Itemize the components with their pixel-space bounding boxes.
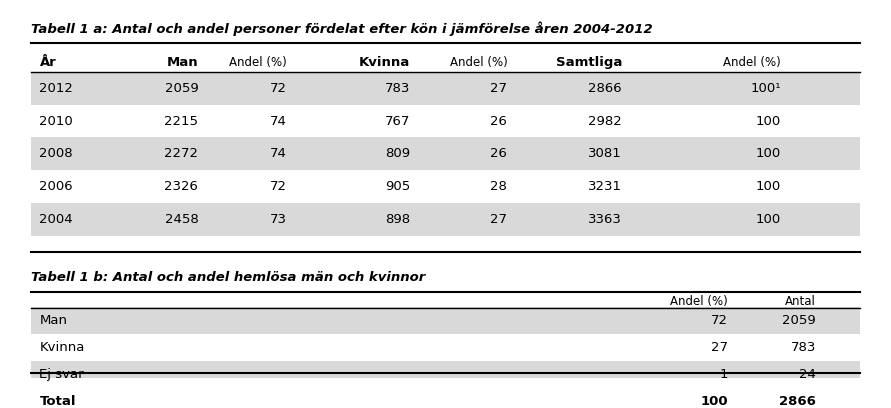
Text: 2059: 2059 xyxy=(165,82,199,95)
Text: 100: 100 xyxy=(756,180,781,193)
FancyBboxPatch shape xyxy=(30,388,861,408)
Text: 783: 783 xyxy=(791,341,816,354)
Text: 2458: 2458 xyxy=(165,213,199,226)
Text: Total: Total xyxy=(39,395,76,408)
Text: 2272: 2272 xyxy=(164,147,199,160)
Text: 2008: 2008 xyxy=(39,147,73,160)
Text: Kvinna: Kvinna xyxy=(359,55,410,69)
Text: Man: Man xyxy=(167,55,199,69)
Text: 2012: 2012 xyxy=(39,82,73,95)
Text: 2326: 2326 xyxy=(165,180,199,193)
Text: 905: 905 xyxy=(385,180,410,193)
FancyBboxPatch shape xyxy=(30,137,861,170)
Text: Samtliga: Samtliga xyxy=(556,55,622,69)
Text: Man: Man xyxy=(39,314,68,327)
Text: 2866: 2866 xyxy=(588,82,622,95)
Text: Andel (%): Andel (%) xyxy=(229,55,287,69)
FancyBboxPatch shape xyxy=(30,104,861,137)
Text: 100: 100 xyxy=(756,147,781,160)
FancyBboxPatch shape xyxy=(30,334,861,361)
Text: 74: 74 xyxy=(270,147,287,160)
Text: 2006: 2006 xyxy=(39,180,73,193)
Text: 2866: 2866 xyxy=(780,395,816,408)
Text: 100: 100 xyxy=(756,115,781,128)
FancyBboxPatch shape xyxy=(30,203,861,236)
FancyBboxPatch shape xyxy=(30,307,861,334)
Text: 2010: 2010 xyxy=(39,115,73,128)
Text: 27: 27 xyxy=(490,82,507,95)
Text: Tabell 1 b: Antal och andel hemlösa män och kvinnor: Tabell 1 b: Antal och andel hemlösa män … xyxy=(30,271,425,284)
Text: 100: 100 xyxy=(756,213,781,226)
Text: 2059: 2059 xyxy=(782,314,816,327)
Text: Andel (%): Andel (%) xyxy=(723,55,781,69)
Text: 73: 73 xyxy=(270,213,287,226)
Text: Kvinna: Kvinna xyxy=(39,341,85,354)
Text: 2004: 2004 xyxy=(39,213,73,226)
Text: 72: 72 xyxy=(270,180,287,193)
Text: 3231: 3231 xyxy=(588,180,622,193)
Text: Antal: Antal xyxy=(785,295,816,308)
Text: Andel (%): Andel (%) xyxy=(450,55,507,69)
Text: 1: 1 xyxy=(719,368,728,381)
Text: 2982: 2982 xyxy=(588,115,622,128)
Text: 783: 783 xyxy=(385,82,410,95)
Text: 74: 74 xyxy=(270,115,287,128)
Text: 898: 898 xyxy=(385,213,410,226)
Text: Tabell 1 a: Antal och andel personer fördelat efter kön i jämförelse åren 2004-2: Tabell 1 a: Antal och andel personer för… xyxy=(30,21,652,35)
Text: 27: 27 xyxy=(711,341,728,354)
Text: 100: 100 xyxy=(700,395,728,408)
Text: 100¹: 100¹ xyxy=(750,82,781,95)
FancyBboxPatch shape xyxy=(30,170,861,203)
Text: 26: 26 xyxy=(490,147,507,160)
Text: 3081: 3081 xyxy=(588,147,622,160)
FancyBboxPatch shape xyxy=(30,72,861,104)
Text: 24: 24 xyxy=(799,368,816,381)
Text: 767: 767 xyxy=(385,115,410,128)
Text: Ej svar: Ej svar xyxy=(39,368,84,381)
Text: Andel (%): Andel (%) xyxy=(670,295,728,308)
Text: 26: 26 xyxy=(490,115,507,128)
Text: 809: 809 xyxy=(385,147,410,160)
Text: 3363: 3363 xyxy=(588,213,622,226)
FancyBboxPatch shape xyxy=(30,361,861,388)
Text: 2215: 2215 xyxy=(164,115,199,128)
Text: 72: 72 xyxy=(270,82,287,95)
Text: 28: 28 xyxy=(490,180,507,193)
Text: 27: 27 xyxy=(490,213,507,226)
Text: 72: 72 xyxy=(711,314,728,327)
Text: År: År xyxy=(39,55,56,69)
